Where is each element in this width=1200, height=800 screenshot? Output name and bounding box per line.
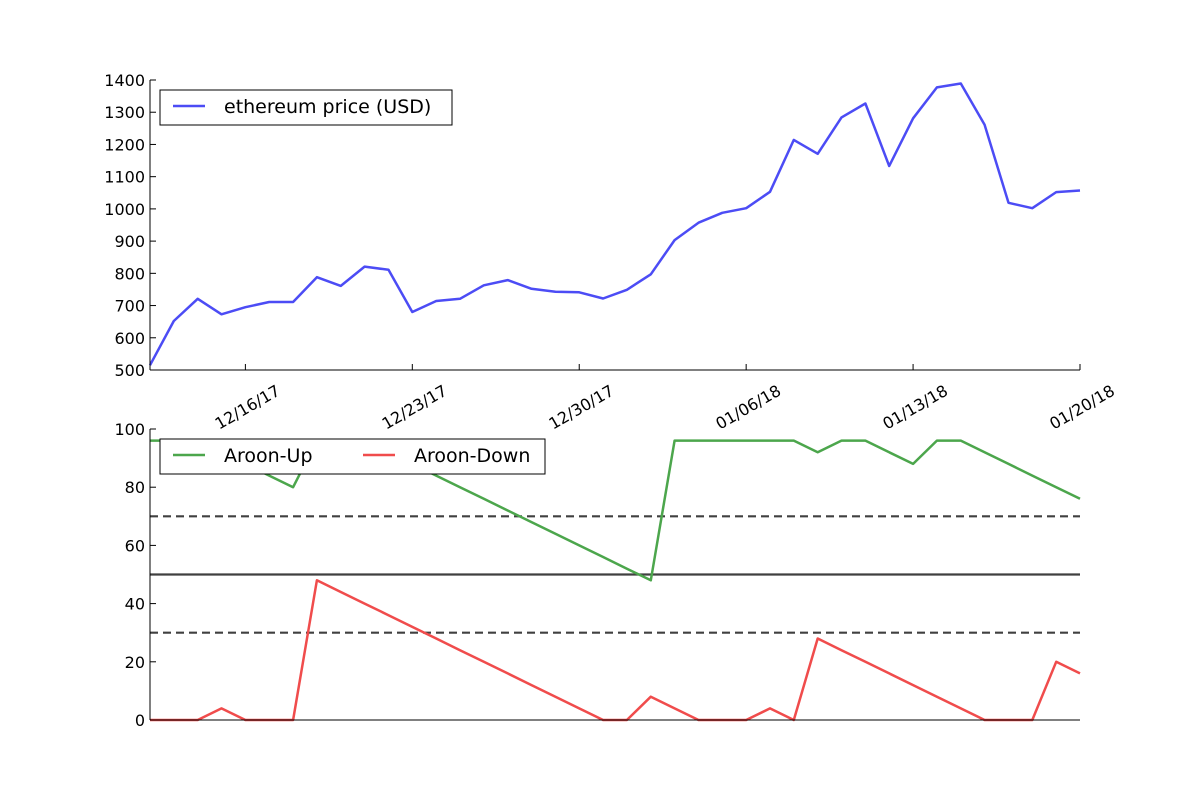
price-y-axis: 500 600 700 800 900 1000 1100 1200 1300 1400 <box>104 71 156 380</box>
price-y-tick-label: 1300 <box>104 103 145 122</box>
aroon-y-tick-label: 20 <box>125 653 145 672</box>
aroon-up-legend-label: Aroon-Up <box>224 445 313 467</box>
price-legend-box <box>159 89 453 126</box>
price-y-tick-label: 1000 <box>104 200 145 219</box>
aroon-legend: Aroon-Up Aroon-Down <box>159 438 546 475</box>
price-legend-label: ethereum price (USD) <box>224 96 431 118</box>
aroon-axes <box>149 429 1080 721</box>
aroon-y-tick-label: 100 <box>114 420 145 439</box>
price-series <box>148 82 1081 366</box>
aroon-y-tick-label: 40 <box>125 595 145 614</box>
aroon-reference-lines <box>150 515 1080 634</box>
price-y-tick-label: 1400 <box>104 71 145 90</box>
aroon-down-legend-label: Aroon-Down <box>414 445 530 467</box>
price-y-tick-label: 600 <box>114 329 145 348</box>
price-y-tick-label: 1200 <box>104 135 145 154</box>
aroon-panel: 0 20 40 60 80 100 Aroon-Up Aroon-Down <box>114 420 1081 730</box>
aroon-y-axis: 0 20 40 60 80 100 <box>114 420 156 730</box>
aroon-y-tick-label: 60 <box>125 536 145 555</box>
aroon-legend-box <box>159 438 546 475</box>
price-y-tick-label: 1100 <box>104 168 145 187</box>
price-y-tick-label: 500 <box>114 361 145 380</box>
price-axes <box>149 80 1080 371</box>
price-line <box>148 82 1081 366</box>
aroon-y-tick-label: 80 <box>125 478 145 497</box>
price-y-tick-label: 800 <box>114 264 145 283</box>
price-y-tick-label: 700 <box>114 297 145 316</box>
aroon-y-tick-label: 0 <box>135 711 145 730</box>
price-legend: ethereum price (USD) <box>159 89 453 126</box>
price-y-tick-label: 900 <box>114 232 145 251</box>
